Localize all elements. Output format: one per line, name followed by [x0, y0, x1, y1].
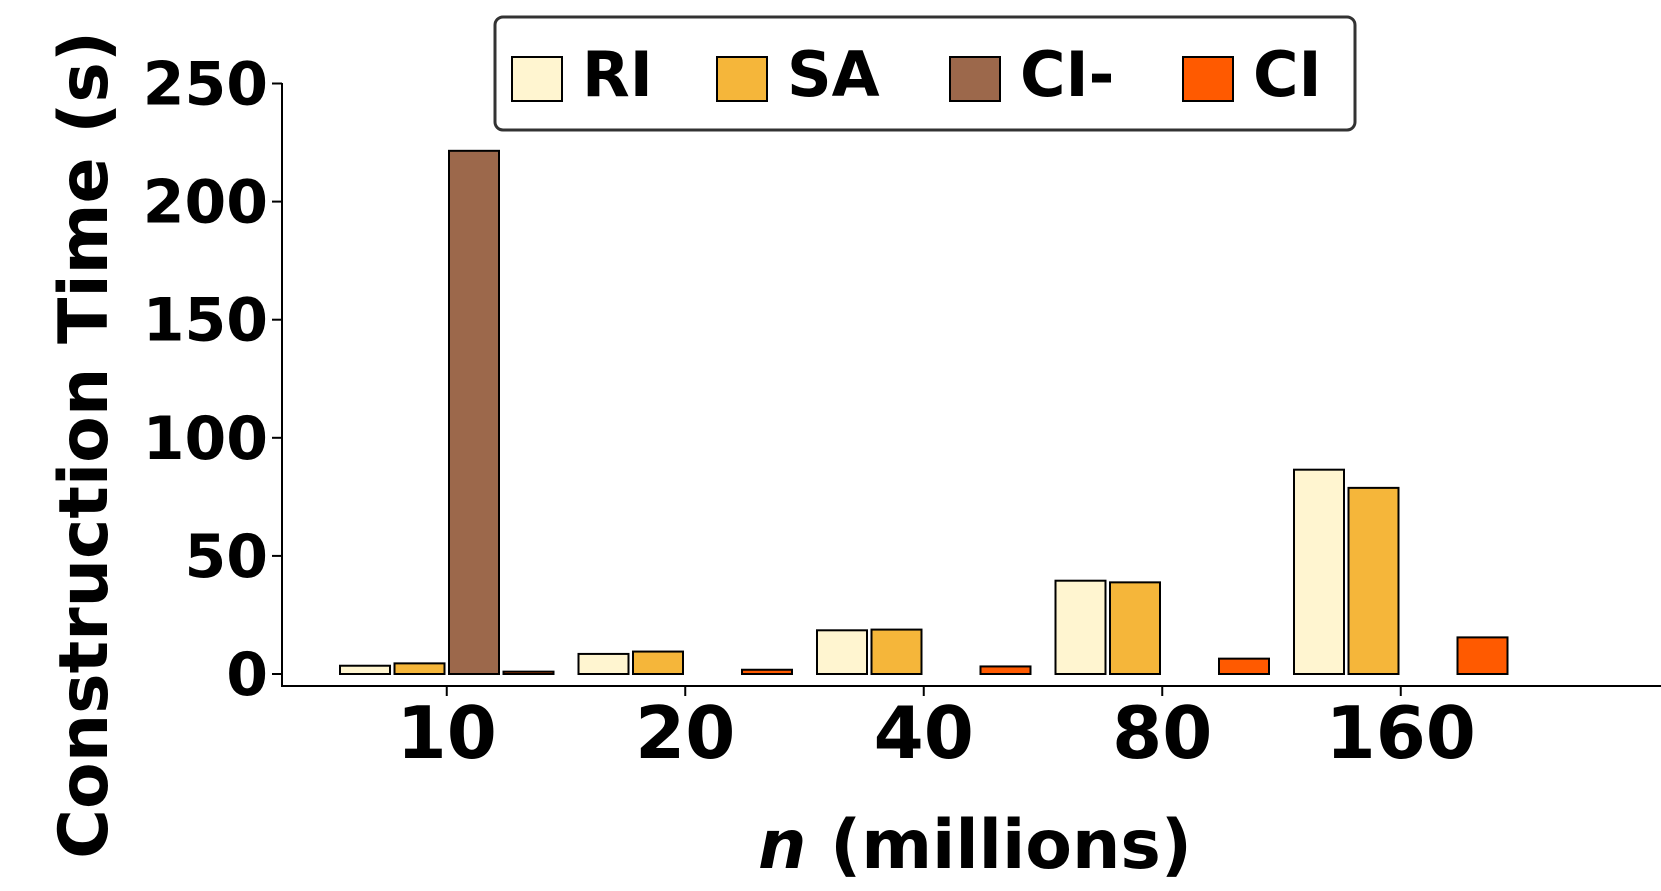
y-tick-label: 50	[185, 522, 269, 592]
bars-group	[339, 149, 1509, 676]
bar-ci-10	[448, 149, 500, 675]
legend-label-ci: CI	[1253, 38, 1322, 111]
x-tick-label: 160	[1326, 691, 1476, 775]
bar-sa-160	[1347, 486, 1400, 675]
bar-sa-80	[1109, 581, 1161, 675]
legend-swatch-ci	[949, 56, 1001, 102]
bar-ri-20	[577, 652, 630, 675]
y-axis-title-group: Construction Time (s)	[45, 31, 124, 859]
bar-ci-80	[1218, 657, 1270, 675]
x-tick-label: 10	[397, 691, 497, 775]
y-tick-label: 250	[143, 50, 268, 120]
legend-label-ri: RI	[582, 38, 653, 111]
legend-label-sa: SA	[787, 38, 880, 111]
y-tick-label: 100	[143, 404, 268, 474]
legend-swatch-ci	[1182, 56, 1234, 102]
bar-sa-20	[632, 650, 684, 675]
x-axis-title: n (millions)	[758, 806, 1192, 885]
bar-ri-80	[1054, 579, 1107, 675]
legend-label-ci: CI-	[1020, 38, 1114, 111]
y-tick-label: 200	[143, 168, 268, 238]
x-axis-title-unit: (millions)	[806, 806, 1192, 885]
bar-sa-40	[870, 628, 923, 676]
bar-ri-160	[1293, 468, 1345, 676]
bar-ci-40	[979, 665, 1032, 675]
bar-ri-10	[339, 664, 391, 675]
x-axis-title-variable: n	[758, 806, 806, 885]
x-tick-label: 40	[874, 691, 974, 775]
y-tick-label: 0	[226, 640, 268, 710]
legend-swatch-ri	[511, 56, 563, 102]
bar-sa-10	[393, 662, 446, 675]
legend-swatch-sa	[716, 56, 768, 102]
legend-frame	[493, 15, 1357, 132]
x-tick-label: 20	[635, 691, 735, 775]
bar-ci-20	[741, 668, 793, 676]
bar-ci-160	[1456, 636, 1509, 675]
x-axis-title-group: n (millions)	[758, 806, 1192, 885]
axes-group: 0 50 100 150 200 250 10 20 40 80 160	[143, 50, 1661, 775]
bar-ci-10	[502, 670, 555, 676]
legend: RI SA CI- CI	[493, 15, 1357, 132]
bar-ri-40	[816, 629, 868, 675]
x-tick-label: 80	[1112, 691, 1212, 775]
y-tick-label: 150	[143, 286, 268, 356]
y-axis-title: Construction Time (s)	[45, 31, 124, 859]
